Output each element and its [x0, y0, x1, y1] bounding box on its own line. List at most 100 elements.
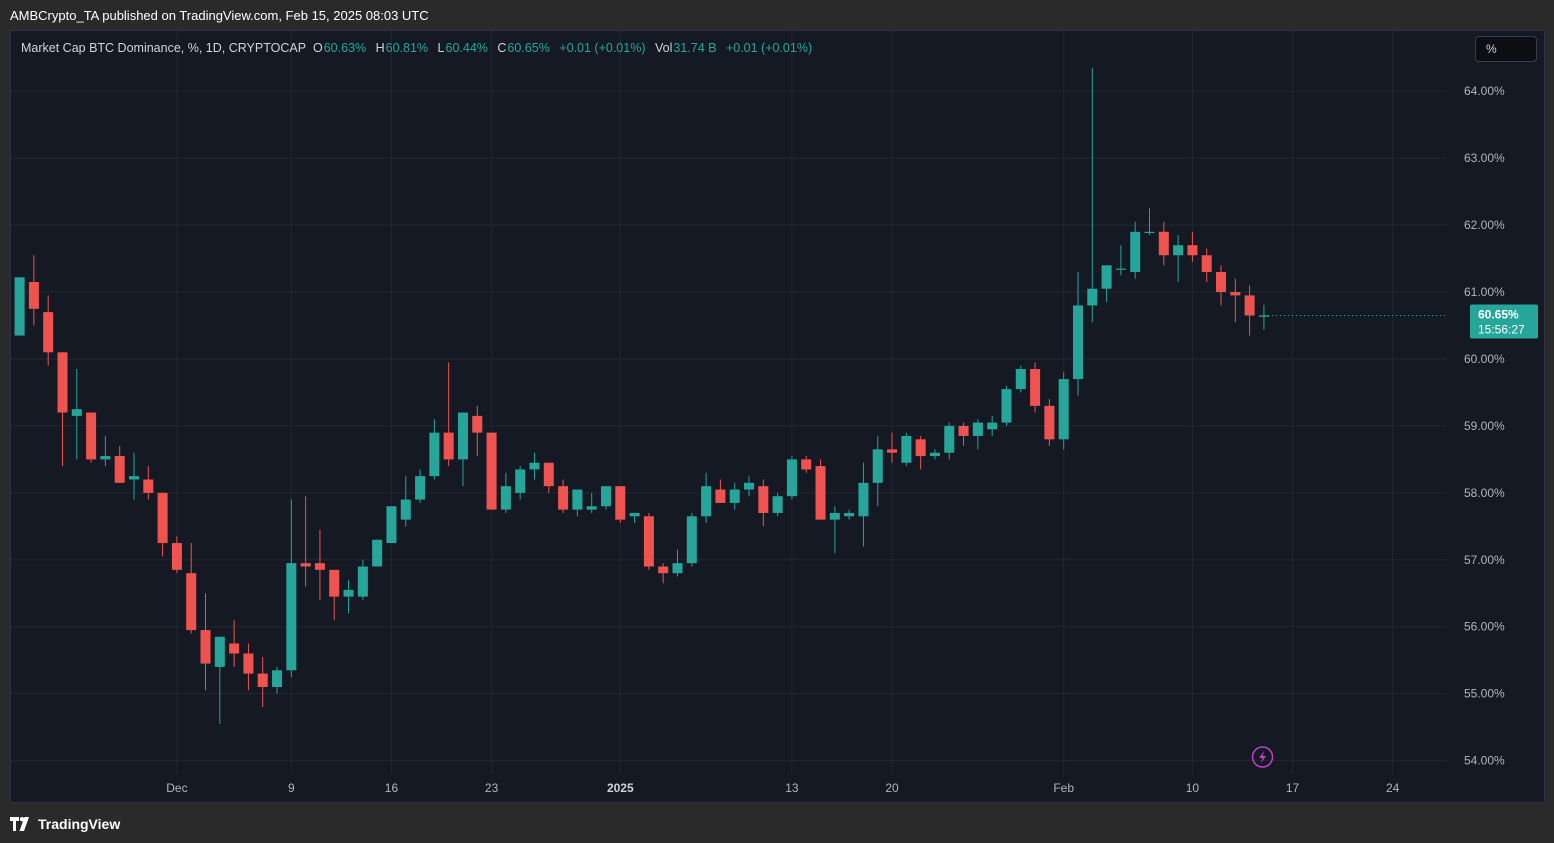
candle-body: [987, 422, 998, 430]
candle-body: [372, 539, 383, 567]
candle-body: [1072, 305, 1083, 380]
y-tick-label: 58.00%: [1464, 486, 1505, 500]
candle-body: [744, 482, 755, 490]
candle-body: [457, 412, 468, 460]
candle-body: [171, 543, 182, 570]
candle-body: [143, 479, 154, 493]
candle-body: [186, 573, 197, 631]
candle-body: [872, 449, 883, 483]
low-label: L: [437, 41, 445, 55]
candle-body: [1201, 255, 1212, 272]
candle-body: [1258, 315, 1269, 317]
candle-body: [572, 489, 583, 510]
x-tick-label: Feb: [1053, 781, 1074, 795]
tradingview-logo-icon: [10, 817, 29, 831]
x-tick-label: 16: [385, 781, 399, 795]
symbol-legend: Market Cap BTC Dominance, %, 1D, CRYPTOC…: [21, 41, 818, 55]
candle-body: [1115, 268, 1126, 270]
x-tick-label: 24: [1386, 781, 1400, 795]
candle-body: [1058, 379, 1069, 440]
candle-body: [1244, 295, 1255, 316]
candle-body: [1015, 369, 1026, 390]
candle-body: [844, 512, 855, 517]
symbol-name[interactable]: Market Cap BTC Dominance, %, 1D, CRYPTOC…: [21, 41, 307, 55]
candlestick-chart[interactable]: 54.00% 55.00% 56.00% 57.00% 58.00% 59.00% 60.0…: [11, 31, 1546, 804]
candle-body: [28, 282, 39, 309]
x-tick-label: 17: [1286, 781, 1300, 795]
footer-brand: TradingView: [38, 816, 121, 832]
close-value: 60.65%: [507, 41, 550, 55]
candle-body: [128, 476, 140, 480]
candle-body: [1187, 245, 1198, 256]
candle-body: [272, 670, 283, 687]
y-tick-label: 54.00%: [1464, 754, 1505, 768]
candle-body: [500, 486, 511, 510]
candle-body: [543, 462, 554, 487]
candle-body: [901, 435, 912, 463]
candle-body: [257, 673, 268, 687]
price-tag-value: 60.65%: [1478, 307, 1519, 321]
volume-value: 31.74 B: [673, 41, 717, 55]
candle-body: [1001, 389, 1012, 423]
candle-body: [1101, 265, 1112, 289]
y-tick-label: 59.00%: [1464, 419, 1505, 433]
candle-body: [858, 482, 869, 517]
candle-body: [443, 432, 454, 460]
price-tag-countdown: 15:56:27: [1478, 322, 1525, 336]
candle-body: [157, 492, 168, 544]
volume-change: +0.01 (+0.01%): [725, 41, 813, 55]
candle-body: [915, 439, 926, 457]
candle-body: [314, 563, 325, 570]
candle-body: [1144, 231, 1155, 234]
x-tick-label: 10: [1186, 781, 1200, 795]
candle-body: [515, 469, 526, 493]
candle-body: [386, 506, 397, 544]
tradingview-footer: TradingView: [10, 814, 120, 834]
candle-body: [758, 486, 769, 513]
candle-body: [472, 415, 483, 433]
candle-body: [629, 512, 640, 517]
lightning-bolt: [1259, 751, 1267, 763]
candle-body: [243, 653, 254, 674]
candle-body: [43, 312, 54, 353]
candle-body: [14, 277, 25, 336]
y-tick-label: 64.00%: [1464, 84, 1505, 98]
x-tick-label: 20: [885, 781, 899, 795]
candle-body: [772, 496, 783, 513]
candle-body: [1087, 288, 1098, 306]
candle-body: [815, 466, 826, 520]
candle-body: [86, 412, 97, 460]
candle-body: [114, 456, 125, 483]
candle-body: [686, 516, 697, 564]
candle-body: [701, 486, 712, 517]
close-label: C: [497, 41, 507, 55]
candle-body: [57, 352, 68, 413]
candle-body: [672, 563, 683, 574]
open-value: 60.63%: [323, 41, 367, 55]
y-tick-label: 55.00%: [1464, 687, 1505, 701]
candle-body: [529, 462, 540, 470]
x-tick-label: 23: [485, 781, 499, 795]
candle-body: [658, 566, 669, 574]
candle-body: [558, 486, 569, 510]
y-tick-label: 61.00%: [1464, 285, 1505, 299]
candle-body: [929, 452, 940, 457]
candle-body: [100, 456, 111, 460]
x-tick-label: 9: [288, 781, 295, 795]
candle-body: [214, 636, 225, 667]
lightning-icon: [1251, 746, 1274, 768]
high-value: 60.81%: [385, 41, 429, 55]
candle-body: [229, 643, 240, 654]
candle-body: [329, 569, 340, 597]
candle-body: [343, 589, 354, 597]
unit-selector[interactable]: %: [1475, 36, 1537, 62]
chart-panel[interactable]: 54.00% 55.00% 56.00% 57.00% 58.00% 59.00% 60.0…: [10, 30, 1545, 803]
candle-body: [71, 409, 82, 416]
candle-body: [1130, 231, 1141, 272]
candle-body: [615, 486, 626, 520]
candle-body: [887, 449, 898, 453]
candle-body: [1044, 405, 1055, 440]
candle-body: [357, 566, 368, 597]
x-tick-label: Dec: [166, 781, 187, 795]
volume-label: Vol: [654, 41, 673, 55]
